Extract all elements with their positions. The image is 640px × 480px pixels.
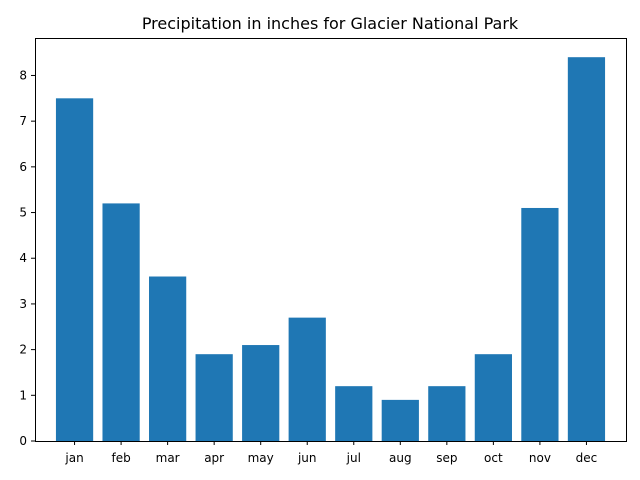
bar-aug — [381, 399, 419, 441]
bar-feb — [102, 203, 140, 441]
y-tick-label-4: 4 — [19, 251, 27, 265]
chart-title: Precipitation in inches for Glacier Nati… — [142, 14, 519, 33]
bar-mar — [149, 276, 187, 441]
y-tick-label-7: 7 — [19, 114, 27, 128]
x-tick-label-aug: aug — [389, 451, 412, 465]
y-tick-label-3: 3 — [19, 297, 27, 311]
x-tick-label-jun: jun — [297, 451, 317, 465]
x-tick-label-sep: sep — [436, 451, 457, 465]
x-tick-label-dec: dec — [576, 451, 598, 465]
bar-may — [242, 345, 280, 441]
x-tick-label-jan: jan — [64, 451, 83, 465]
bar-jul — [335, 386, 373, 441]
bar-jan — [55, 98, 94, 441]
bar-nov — [521, 207, 559, 441]
x-axis-ticks: jan feb mar apr may jun jul aug sep oct nov dec — [64, 441, 597, 465]
bar-jun — [288, 317, 326, 441]
plot-frame — [35, 38, 627, 442]
bar-apr — [195, 354, 233, 441]
y-tick-label-6: 6 — [19, 160, 27, 174]
x-tick-label-may: may — [248, 451, 274, 465]
y-tick-label-8: 8 — [19, 68, 27, 82]
x-tick-label-apr: apr — [204, 451, 224, 465]
bar-sep — [428, 386, 466, 441]
bars-group — [55, 57, 606, 441]
bar-oct — [474, 354, 512, 441]
y-axis-ticks: 0 1 2 3 4 5 6 7 8 — [19, 68, 35, 448]
bar-dec — [567, 57, 606, 441]
y-tick-label-2: 2 — [19, 343, 27, 357]
x-tick-label-mar: mar — [156, 451, 180, 465]
x-tick-label-jul: jul — [346, 451, 361, 465]
x-tick-label-feb: feb — [111, 451, 130, 465]
x-tick-label-nov: nov — [529, 451, 551, 465]
y-tick-label-0: 0 — [19, 434, 27, 448]
x-tick-label-oct: oct — [484, 451, 503, 465]
y-tick-label-1: 1 — [19, 388, 27, 402]
y-tick-label-5: 5 — [19, 206, 27, 220]
